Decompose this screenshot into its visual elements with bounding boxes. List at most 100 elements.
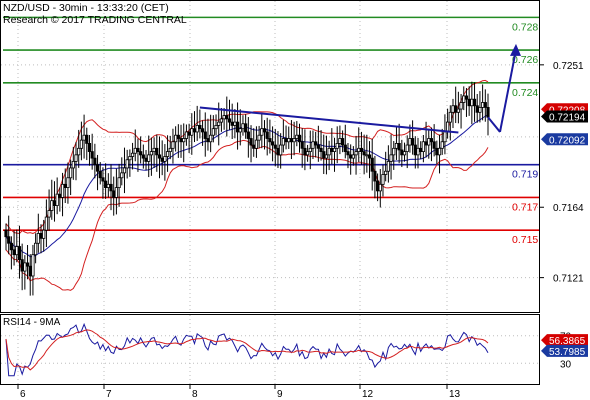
candle-body-up xyxy=(279,144,283,156)
candle-body-up xyxy=(184,131,189,139)
candle-body-down xyxy=(359,147,364,152)
candle-body-up xyxy=(427,138,431,146)
candle-body-up xyxy=(222,115,226,120)
candle-body-down xyxy=(104,180,108,188)
candle-body-down xyxy=(141,154,145,159)
candle-body-up xyxy=(354,151,358,156)
candle-body-up xyxy=(481,102,485,108)
candle-body-down xyxy=(52,200,57,207)
candle-body-down xyxy=(206,138,210,143)
candle-body-up xyxy=(69,167,73,179)
candle-body-down xyxy=(25,262,30,267)
bollinger-lower xyxy=(5,139,489,291)
candle-body-up xyxy=(47,210,51,218)
candle-body-down xyxy=(203,131,207,139)
candle-body-down xyxy=(20,259,24,272)
candle-body-up xyxy=(217,121,221,126)
candle-body-up xyxy=(122,167,127,174)
candle-body-down xyxy=(136,147,140,152)
candle-body-down xyxy=(346,151,350,156)
candle-body-down xyxy=(322,151,326,159)
candle-body-up xyxy=(437,147,442,156)
candle-body-down xyxy=(85,134,89,144)
candle-body-down xyxy=(429,138,434,143)
candle-body-down xyxy=(303,147,307,156)
candle-body-down xyxy=(192,128,197,133)
candle-body-down xyxy=(486,106,490,118)
level-label: 0.715 xyxy=(512,234,538,246)
candle-body-down xyxy=(17,246,22,261)
candle-body-down xyxy=(87,143,92,152)
price-tag-ma xyxy=(541,133,588,146)
candle-body-down xyxy=(400,149,404,156)
candle-body-up xyxy=(357,147,361,152)
candle-body-down xyxy=(252,144,256,149)
x-tick-label: 12 xyxy=(362,389,374,400)
candle-body-up xyxy=(421,141,425,152)
axes: 678912130.72510.71640.712170300.722080.7… xyxy=(17,61,588,400)
candle-body-up xyxy=(394,143,399,149)
candle-body-down xyxy=(424,141,428,146)
candle-body-down xyxy=(483,102,487,108)
candle-body-down xyxy=(179,138,183,143)
candle-body-up xyxy=(149,151,154,156)
rsi-tag-ma xyxy=(541,334,588,347)
candle-body-down xyxy=(95,164,100,172)
candle-body-up xyxy=(23,262,27,272)
candle-body-up xyxy=(254,139,259,149)
candle-body-down xyxy=(270,141,275,146)
candle-body-down xyxy=(7,236,11,244)
candle-body-down xyxy=(284,138,288,143)
candle-body-down xyxy=(464,95,469,100)
candle-body-up xyxy=(443,131,447,143)
candle-body-up xyxy=(295,134,299,139)
candle-body-up xyxy=(77,147,81,156)
candle-body-up xyxy=(36,233,40,244)
price-tag-label: 0.72092 xyxy=(549,135,586,146)
candle-body-up xyxy=(152,147,156,152)
candle-body-down xyxy=(367,154,372,159)
candle-body-down xyxy=(198,125,202,130)
rsi-tag-label: 56.3865 xyxy=(549,336,586,347)
candle-body-down xyxy=(4,229,8,238)
candle-body-down xyxy=(375,180,380,192)
candle-body-up xyxy=(365,154,369,157)
candle-body-up xyxy=(219,118,224,123)
candle-body-up xyxy=(209,134,213,143)
overlays xyxy=(199,43,521,134)
candle-body-up xyxy=(324,154,329,159)
candle-body-up xyxy=(82,134,86,141)
trendline xyxy=(199,106,459,134)
candle-body-down xyxy=(176,134,180,139)
candle-body-up xyxy=(74,154,78,162)
candle-body-down xyxy=(200,128,205,133)
candle-body-down xyxy=(289,138,294,143)
candle-body-up xyxy=(260,128,264,136)
candle-body-up xyxy=(44,216,48,231)
candle-body-down xyxy=(340,138,345,146)
candle-body-up xyxy=(308,147,312,152)
candle-body-down xyxy=(235,121,240,133)
candle-body-down xyxy=(314,141,318,146)
candle-body-up xyxy=(233,121,237,126)
candle-body-up xyxy=(163,156,167,162)
candle-body-down xyxy=(472,98,477,107)
candle-body-down xyxy=(101,177,105,182)
rsi-title: RSI14 - 9MA xyxy=(3,317,61,328)
candle-body-down xyxy=(454,105,458,113)
candle-body-down xyxy=(98,170,102,179)
candle-body-up xyxy=(174,134,178,143)
candle-body-up xyxy=(459,102,463,110)
candle-body-down xyxy=(9,242,13,251)
candle-body-down xyxy=(155,147,159,156)
candle-body-down xyxy=(316,144,320,149)
candle-body-up xyxy=(470,98,474,107)
candle-body-down xyxy=(249,138,253,146)
price-tag-label: 0.72194 xyxy=(549,113,586,124)
x-tick-label: 9 xyxy=(277,389,283,400)
candle-body-up xyxy=(238,128,242,133)
candle-body-up xyxy=(31,254,35,277)
candle-body-down xyxy=(230,121,234,126)
candle-body-down xyxy=(160,157,164,162)
candle-body-up xyxy=(171,141,175,149)
